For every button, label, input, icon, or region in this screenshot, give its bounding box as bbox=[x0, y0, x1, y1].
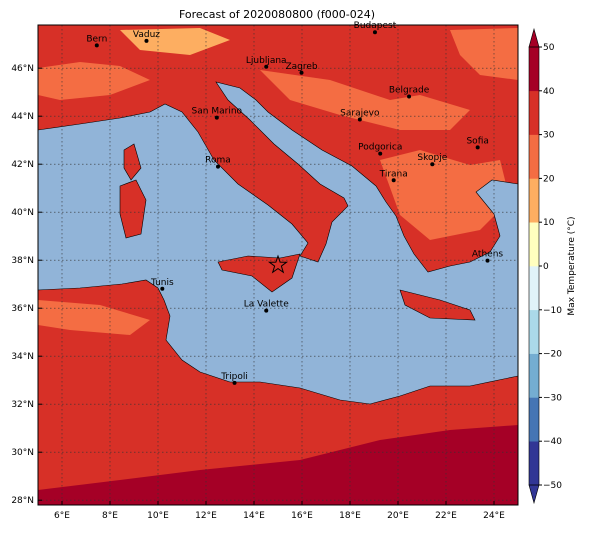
colorbar-bin bbox=[529, 134, 539, 179]
colorbar-bin bbox=[529, 222, 539, 267]
y-tick-label: 40°N bbox=[11, 208, 34, 218]
cool-patch bbox=[380, 150, 510, 240]
colorbar-bin bbox=[529, 47, 539, 92]
city-dot bbox=[264, 64, 269, 69]
colorbar-tick-label: 30 bbox=[543, 131, 555, 141]
y-tick-label: 30°N bbox=[11, 448, 34, 458]
colorbar-tick-label: −20 bbox=[543, 350, 562, 360]
city-dot bbox=[357, 117, 362, 122]
city-dot bbox=[372, 30, 377, 35]
colorbar-label: Max Temperature (°C) bbox=[567, 216, 577, 315]
sardinia bbox=[119, 179, 147, 239]
colorbar-tick-label: 40 bbox=[543, 87, 555, 97]
city-label: La Valette bbox=[244, 300, 289, 310]
cool-patch bbox=[450, 28, 518, 80]
city-dot bbox=[378, 151, 383, 156]
cool-patch bbox=[260, 70, 470, 130]
map-frame bbox=[37, 24, 519, 506]
colorbar-tick-label: −10 bbox=[543, 306, 562, 316]
city-label: Zagreb bbox=[285, 62, 317, 72]
city-label: Sarajevo bbox=[340, 109, 380, 119]
colorbar-bin bbox=[529, 266, 539, 311]
colorbar-extend-high bbox=[528, 27, 540, 48]
x-tick-label: 22°E bbox=[435, 511, 457, 521]
x-tick-label: 24°E bbox=[483, 511, 505, 521]
colorbar-bin bbox=[529, 90, 539, 135]
x-tick-label: 10°E bbox=[147, 511, 169, 521]
city-label: Athens bbox=[472, 250, 503, 260]
city-label: San Marino bbox=[192, 107, 243, 117]
cool-patch bbox=[38, 300, 150, 335]
colorbar-tick-label: −50 bbox=[543, 481, 562, 491]
colorbar-tick-label: −30 bbox=[543, 393, 562, 403]
city-label: Vaduz bbox=[133, 30, 160, 40]
city-dot bbox=[430, 162, 435, 167]
city-label: Belgrade bbox=[389, 86, 430, 96]
cool-patch bbox=[38, 62, 150, 100]
y-tick-label: 34°N bbox=[11, 352, 34, 362]
city-label: Sofia bbox=[466, 136, 488, 146]
y-tick-label: 38°N bbox=[11, 256, 34, 266]
x-tick-label: 20°E bbox=[387, 511, 409, 521]
city-dot bbox=[216, 164, 220, 169]
city-dot bbox=[214, 115, 219, 120]
axes bbox=[38, 25, 518, 505]
x-tick-label: 8°E bbox=[102, 511, 118, 521]
y-tick-label: 28°N bbox=[11, 496, 34, 506]
y-tick-label: 44°N bbox=[11, 112, 34, 122]
city-label: Tripoli bbox=[220, 372, 248, 382]
x-tick-label: 18°E bbox=[339, 511, 361, 521]
colorbar-bin bbox=[529, 309, 539, 354]
colorbar-bin bbox=[529, 397, 539, 442]
city-label: Roma bbox=[205, 156, 231, 166]
city-dot bbox=[299, 70, 304, 75]
x-tick-label: 14°E bbox=[243, 511, 265, 521]
map-title: Forecast of 2020080800 (f000-024) bbox=[179, 8, 375, 21]
corsica bbox=[123, 143, 142, 181]
y-tick-label: 42°N bbox=[11, 160, 34, 170]
city-label: Podgorica bbox=[358, 143, 402, 153]
city-label: Tunis bbox=[150, 278, 174, 288]
city-dot bbox=[144, 38, 149, 43]
colorbar-tick-label: −40 bbox=[543, 437, 562, 447]
colorbar-bin bbox=[529, 441, 539, 486]
city-dot bbox=[264, 308, 269, 313]
colorbar-bin bbox=[529, 178, 539, 223]
x-tick-label: 12°E bbox=[195, 511, 217, 521]
y-tick-label: 46°N bbox=[11, 64, 34, 74]
colorbar-tick-label: 10 bbox=[543, 218, 555, 228]
city-dot bbox=[407, 94, 412, 99]
x-tick-label: 16°E bbox=[291, 511, 313, 521]
city-dot bbox=[475, 145, 480, 150]
city-label: Tirana bbox=[379, 169, 408, 179]
city-label: Bern bbox=[86, 34, 107, 44]
city-dot bbox=[391, 178, 396, 183]
colorbar-tick-label: 50 bbox=[543, 43, 555, 53]
city-label: Budapest bbox=[354, 21, 397, 31]
city-dot bbox=[485, 258, 490, 263]
city-dot bbox=[232, 380, 237, 385]
star-marker bbox=[267, 254, 289, 274]
city-label: Skopje bbox=[417, 153, 447, 163]
y-tick-label: 32°N bbox=[11, 400, 34, 410]
city-dot bbox=[94, 43, 99, 48]
colorbar-tick-label: 20 bbox=[543, 174, 555, 184]
x-tick-label: 6°E bbox=[54, 511, 70, 521]
colorbar-extend-low bbox=[528, 484, 540, 505]
city-dot bbox=[160, 286, 165, 291]
cool-patch bbox=[120, 28, 230, 55]
y-tick-label: 36°N bbox=[11, 304, 34, 314]
colorbar-bin bbox=[529, 353, 539, 398]
crete bbox=[399, 289, 476, 321]
colorbar-tick-label: 0 bbox=[543, 262, 549, 272]
city-label: Ljubljana bbox=[246, 56, 287, 66]
